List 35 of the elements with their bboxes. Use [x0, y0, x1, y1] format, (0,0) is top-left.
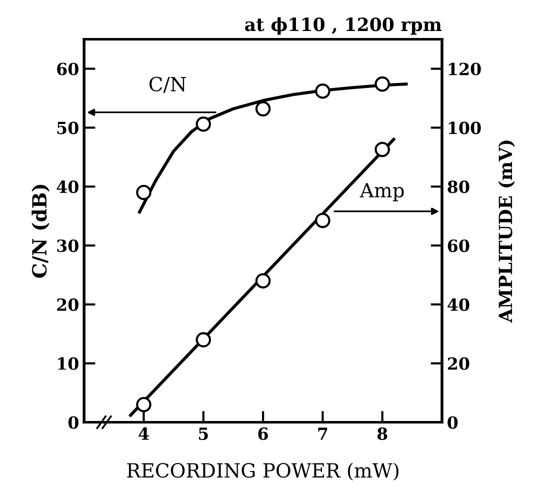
y2-tick-label: 40 [448, 298, 470, 311]
series-label: Amp [360, 183, 404, 202]
x-axis-title: RECORDING POWER (mW) [127, 462, 398, 480]
point [255, 273, 271, 288]
y-tick-label: 10 [58, 357, 78, 370]
point [315, 212, 330, 228]
y-tick-label: 30 [57, 239, 78, 252]
point [374, 142, 390, 158]
y2-tick-label: 0 [448, 416, 458, 429]
y2-tick-label: 100 [448, 122, 481, 134]
y-tick-label: 0 [68, 416, 78, 429]
y-axis-title: C/N (dB) [32, 184, 50, 278]
series-label: C/N [149, 76, 186, 94]
point [136, 396, 152, 412]
y2-tick-label: 120 [448, 62, 481, 76]
point [315, 83, 330, 99]
point [255, 101, 271, 116]
y-tick-label: 40 [56, 180, 78, 194]
point [136, 184, 152, 200]
y2-tick-label: 60 [448, 239, 470, 252]
point [196, 116, 212, 132]
y2-axis-title: AMPLITUDE (mV) [498, 140, 515, 323]
x-tick-label: 8 [377, 427, 388, 440]
chart-title: at ϕ110 , 1200 rpm [245, 17, 442, 35]
y-tick-label: 20 [57, 298, 78, 311]
point [374, 76, 390, 92]
y-tick-label: 60 [57, 62, 78, 76]
y2-tick-label: 20 [448, 357, 470, 370]
x-tick-label: 5 [198, 428, 208, 440]
x-tick-label: 7 [318, 428, 328, 440]
y-tick-label: 50 [57, 122, 78, 134]
x-tick-label: 4 [138, 427, 149, 440]
point [196, 332, 212, 348]
x-tick-label: 6 [258, 427, 268, 440]
y2-tick-label: 80 [448, 180, 470, 194]
